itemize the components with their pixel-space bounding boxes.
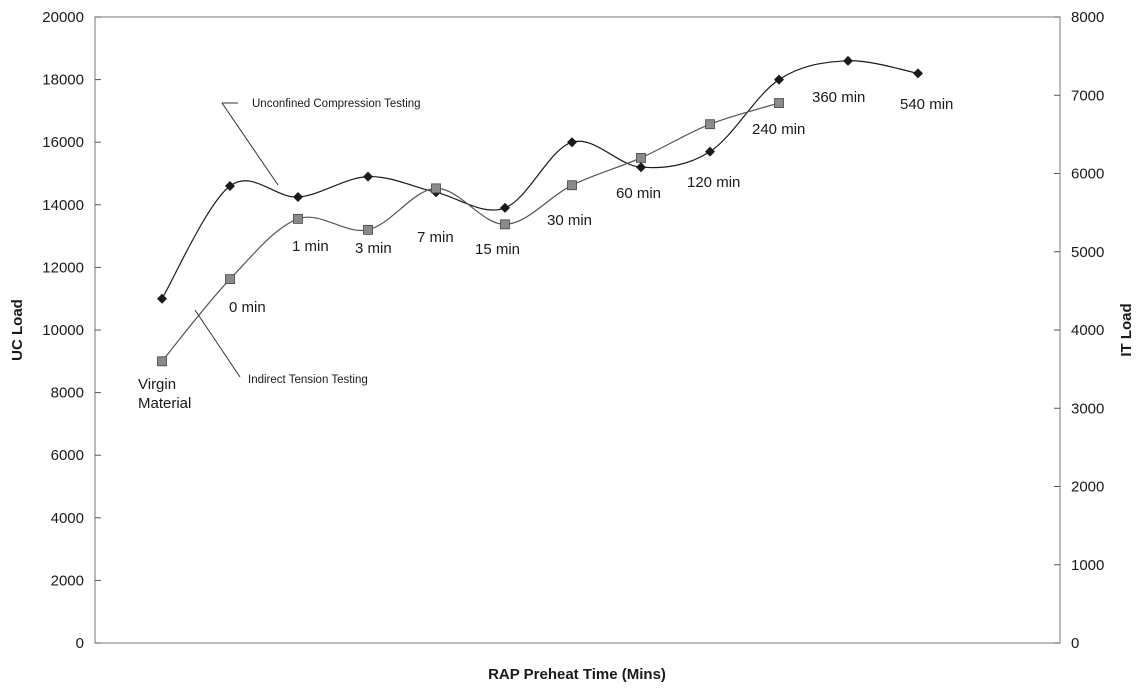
- left-axis-ticks: 0 2000 4000 6000 8000 10000 12000 14000 16000 180…: [42, 9, 101, 652]
- uc-data-point: [913, 68, 923, 79]
- it-series-label: Indirect Tension Testing: [248, 374, 368, 386]
- point-label-line: 240 min: [752, 121, 805, 138]
- point-label: 3 min: [355, 240, 392, 257]
- it-series-leader-line: [194, 309, 241, 378]
- uc-data-point: [843, 55, 853, 66]
- uc-data-point: [705, 146, 715, 157]
- point-label-line: 30 min: [547, 212, 592, 229]
- right-axis-ticks: 0 1000 2000 3000 4000 5000 6000 7000 8000: [1054, 9, 1104, 652]
- point-label-line: 7 min: [417, 229, 454, 246]
- point-label-line: 540 min: [900, 96, 953, 113]
- point-label-line: Virgin: [138, 376, 176, 393]
- point-label: 240 min: [752, 121, 805, 138]
- uc-data-point: [225, 181, 235, 192]
- uc-series-leader-line: [221, 102, 279, 186]
- it-data-point: [363, 224, 373, 235]
- uc-data-point: [363, 171, 373, 182]
- it-data-point: [431, 183, 441, 194]
- right-tick-label: 0: [1071, 635, 1079, 652]
- point-label: 540 min: [900, 96, 953, 113]
- point-label-line: Material: [138, 395, 191, 412]
- it-data-point: [500, 219, 510, 230]
- left-tick-label: 16000: [42, 134, 84, 151]
- left-tick-label: 10000: [42, 322, 84, 339]
- left-tick-label: 14000: [42, 197, 84, 214]
- it-data-point: [157, 356, 167, 367]
- point-label: 120 min: [687, 174, 740, 191]
- point-label: 30 min: [547, 212, 592, 229]
- left-tick-label: 4000: [51, 510, 84, 527]
- point-label: 1 min: [292, 238, 329, 255]
- right-tick-label: 2000: [1071, 479, 1104, 496]
- right-tick-label: 5000: [1071, 244, 1104, 261]
- it-data-point: [705, 119, 715, 130]
- uc-data-point: [293, 191, 303, 202]
- point-label: 15 min: [475, 241, 520, 258]
- uc-series-line: [161, 60, 919, 300]
- point-label-line: 15 min: [475, 241, 520, 258]
- uc-data-point: [500, 202, 510, 213]
- right-tick-label: 8000: [1071, 9, 1104, 26]
- right-tick-label: 3000: [1071, 400, 1104, 417]
- point-label-line: 3 min: [355, 240, 392, 257]
- point-label: 0 min: [229, 299, 266, 316]
- right-tick-label: 6000: [1071, 166, 1104, 183]
- uc-series-label: Unconfined Compression Testing: [252, 98, 421, 110]
- left-tick-label: 18000: [42, 72, 84, 89]
- it-data-point: [774, 98, 784, 108]
- point-label-line: 360 min: [812, 89, 865, 106]
- point-label-line: 0 min: [229, 299, 266, 316]
- uc-data-point: [774, 74, 784, 85]
- right-tick-label: 1000: [1071, 557, 1104, 574]
- left-tick-label: 0: [76, 635, 84, 652]
- left-tick-label: 6000: [51, 447, 84, 464]
- point-label-line: 120 min: [687, 174, 740, 191]
- data-points: [157, 55, 923, 367]
- right-tick-label: 7000: [1071, 87, 1104, 104]
- point-label-line: 1 min: [292, 238, 329, 255]
- point-label-line: 60 min: [616, 185, 661, 202]
- left-tick-label: 8000: [51, 385, 84, 402]
- x-axis-title: RAP Preheat Time (Mins): [488, 666, 666, 683]
- it-data-point: [636, 152, 646, 163]
- y-axis-title: UC Load: [9, 299, 26, 361]
- uc-data-point: [157, 293, 167, 304]
- it-data-point: [225, 274, 235, 285]
- it-data-point: [293, 213, 303, 224]
- uc-data-point: [636, 162, 646, 173]
- left-tick-label: 2000: [51, 572, 84, 589]
- right-tick-label: 4000: [1071, 322, 1104, 339]
- it-data-point: [567, 180, 577, 191]
- point-label: 60 min: [616, 185, 661, 202]
- y2-axis-title: IT Load: [1118, 303, 1135, 356]
- left-tick-label: 12000: [42, 259, 84, 276]
- point-labels: Virgin Material 0 min 1 min 3 min 7 min 15 min…: [138, 89, 953, 412]
- point-label: 360 min: [812, 89, 865, 106]
- point-label: 7 min: [417, 229, 454, 246]
- it-series-line: [161, 102, 780, 362]
- uc-data-point: [567, 137, 577, 148]
- series-callouts: Unconfined Compression Testing Indirect …: [194, 98, 421, 386]
- left-tick-label: 20000: [42, 9, 84, 26]
- point-label: Virgin Material: [138, 376, 191, 412]
